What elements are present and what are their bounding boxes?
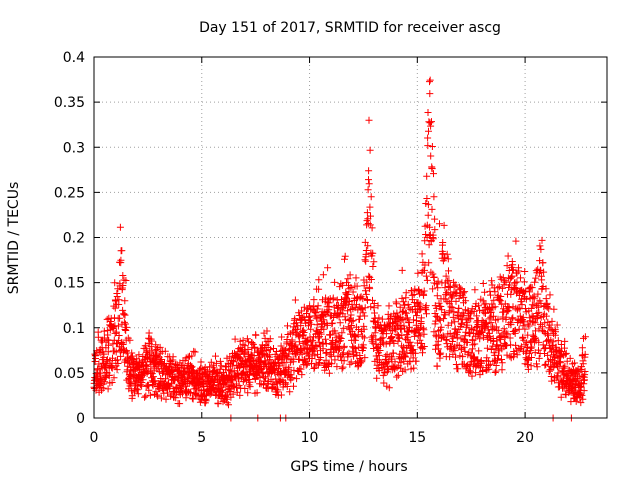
- x-tick-label: 20: [516, 430, 534, 446]
- axis-ticks: 0 0.05 0.1 0.15 0.2 0.25 0.3 0.35 0.4 0 5 10 15 20: [54, 50, 607, 446]
- y-tick-label: 0.1: [63, 321, 85, 337]
- y-tick-label: 0.25: [54, 185, 85, 201]
- y-tick-label: 0.35: [54, 95, 85, 111]
- x-tick-label: 5: [197, 430, 206, 446]
- y-axis-label: SRMTID / TECUs: [6, 182, 22, 295]
- plot-frame: [93, 56, 608, 419]
- y-tick-label: 0.4: [63, 50, 85, 66]
- y-tick-label: 0.2: [63, 231, 85, 247]
- x-tick-label: 15: [408, 430, 426, 446]
- data-point-markers: [90, 76, 589, 422]
- x-axis-label: GPS time / hours: [290, 459, 407, 475]
- y-tick-label: 0.15: [54, 276, 85, 292]
- data-points: [90, 76, 589, 422]
- chart-title: Day 151 of 2017, SRMTID for receiver asc…: [199, 20, 501, 36]
- y-tick-label: 0.3: [63, 140, 85, 156]
- y-tick-label: 0.05: [54, 366, 85, 382]
- y-tick-label: 0: [76, 411, 85, 427]
- x-tick-label: 10: [301, 430, 319, 446]
- x-tick-label: 0: [90, 430, 99, 446]
